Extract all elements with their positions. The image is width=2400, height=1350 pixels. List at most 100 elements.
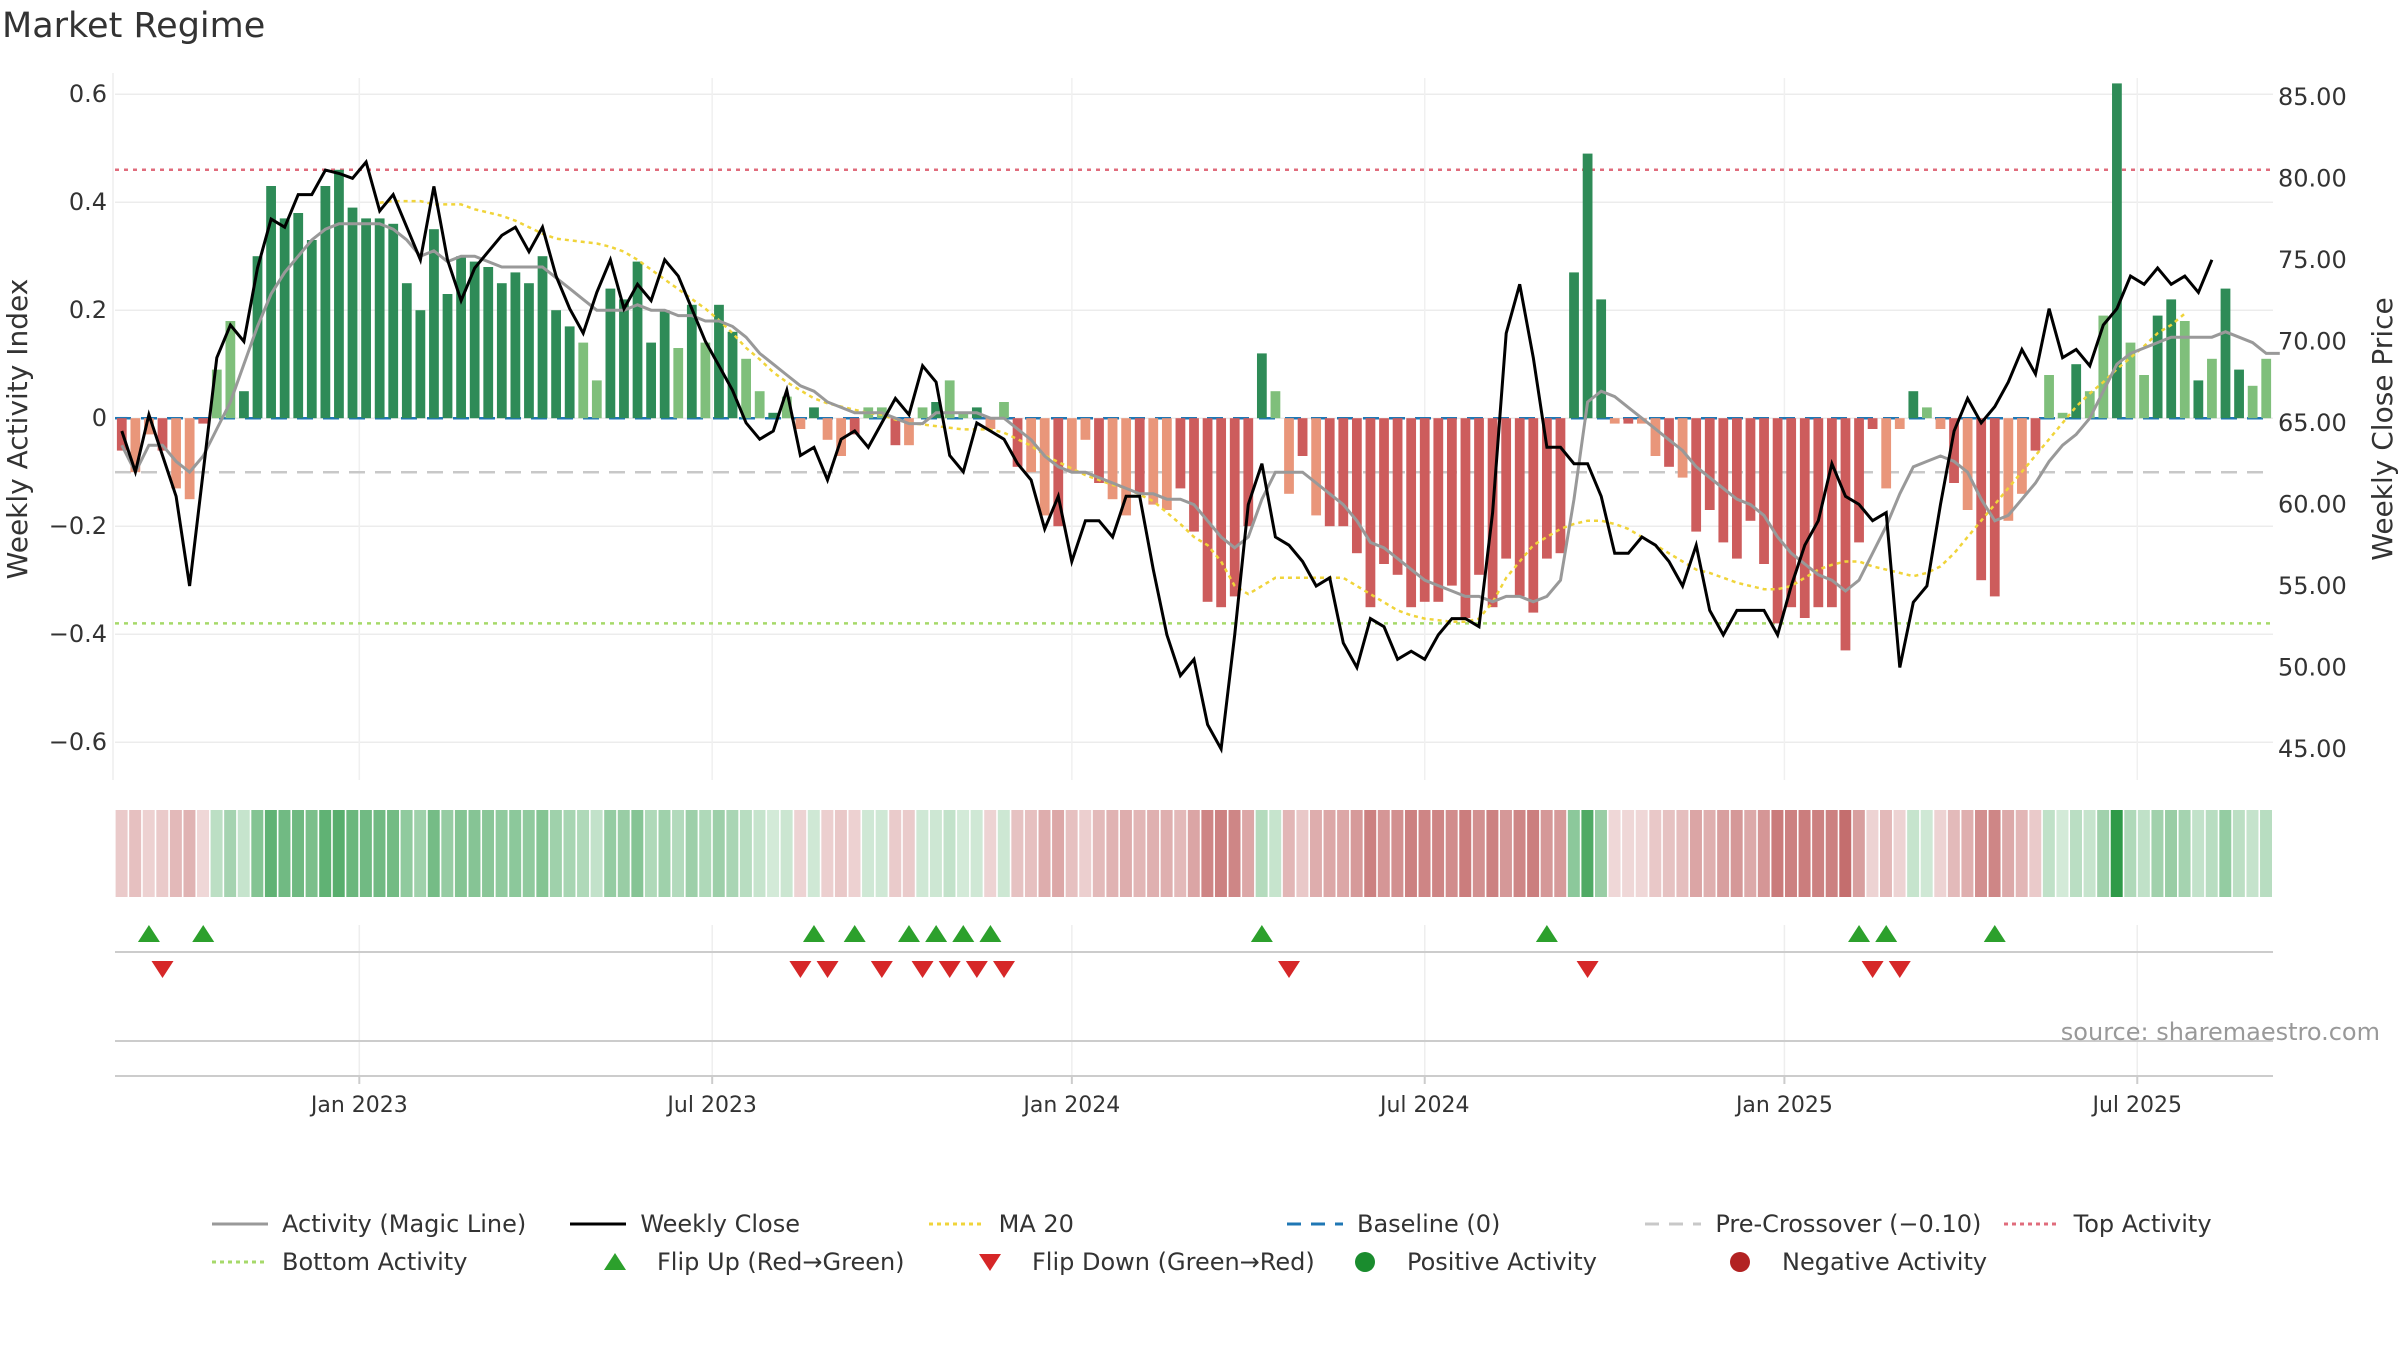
flip-up-marker xyxy=(137,925,160,942)
activity-bar xyxy=(1799,418,1810,618)
heat-cell xyxy=(2015,810,2028,897)
activity-bar xyxy=(700,342,711,419)
activity-bar xyxy=(1596,299,1607,419)
heat-cell xyxy=(2110,810,2123,897)
activity-bar xyxy=(1813,418,1824,608)
heat-cell xyxy=(1798,810,1811,897)
heat-cell xyxy=(237,810,250,897)
legend-label: Positive Activity xyxy=(1407,1248,1597,1276)
heat-cell xyxy=(1649,810,1662,897)
activity-bar xyxy=(1107,418,1118,500)
legend-item: Flip Up (Red→Green) xyxy=(585,1248,960,1276)
heat-cell xyxy=(1975,810,1987,897)
heat-cell xyxy=(1038,810,1051,897)
activity-bar xyxy=(184,418,195,500)
activity-bar xyxy=(646,342,656,419)
activity-bar xyxy=(510,272,521,419)
activity-bar xyxy=(836,418,847,456)
flip-up-marker xyxy=(843,925,866,942)
activity-bar xyxy=(198,418,209,424)
activity-bar xyxy=(1881,418,1892,489)
heat-cell xyxy=(1812,810,1825,897)
activity-bar xyxy=(931,402,942,419)
heat-cell xyxy=(604,810,617,897)
activity-bar xyxy=(388,223,399,419)
flip-up-marker xyxy=(1848,925,1871,942)
activity-bar xyxy=(741,358,751,419)
heat-cell xyxy=(1350,810,1363,897)
heat-cell xyxy=(672,810,685,897)
y-tick-label: 0 xyxy=(92,404,107,432)
activity-bar xyxy=(1569,272,1579,419)
heat-cell xyxy=(169,810,182,897)
heat-cell xyxy=(767,810,780,897)
ma20-line xyxy=(379,199,2186,624)
heat-cell xyxy=(2219,810,2232,897)
activity-bar xyxy=(279,218,290,419)
heat-cell xyxy=(1174,810,1187,897)
activity-bar xyxy=(1270,391,1281,419)
legend-item: Top Activity xyxy=(2002,1210,2360,1238)
activity-bar xyxy=(917,407,928,419)
heat-cell xyxy=(739,810,752,897)
heat-cell xyxy=(2151,810,2164,897)
legend-item: Bottom Activity xyxy=(210,1248,585,1276)
heat-cell xyxy=(1052,810,1065,897)
activity-bar xyxy=(1189,418,1199,532)
activity-bar xyxy=(985,418,996,429)
activity-bar xyxy=(2193,380,2204,419)
heat-cell xyxy=(2192,810,2205,897)
activity-bar xyxy=(2247,385,2258,419)
activity-bar xyxy=(1297,418,1308,456)
heat-cell xyxy=(387,810,400,897)
heat-cell xyxy=(454,810,467,897)
down-triangle-icon xyxy=(979,1254,1001,1271)
heat-cell xyxy=(617,810,630,897)
flip-down-marker xyxy=(965,961,988,978)
activity-bar xyxy=(2234,369,2244,419)
y-tick-label: −0.6 xyxy=(49,728,107,756)
flip-up-marker xyxy=(979,925,1002,942)
activity-bar xyxy=(1446,418,1457,586)
activity-bar xyxy=(1175,418,1186,489)
heat-cell xyxy=(1961,810,1974,897)
heat-cell xyxy=(1147,810,1160,897)
activity-bar xyxy=(1691,418,1702,532)
heat-cell xyxy=(1404,810,1417,897)
y-tick-label: 0.6 xyxy=(69,80,107,108)
activity-bar xyxy=(1216,418,1227,608)
heat-cell xyxy=(1106,810,1119,897)
legend-item: Baseline (0) xyxy=(1285,1210,1643,1238)
heat-cell xyxy=(780,810,793,897)
heat-cell xyxy=(1757,810,1770,897)
activity-bar xyxy=(239,391,249,419)
flip-down-marker xyxy=(1888,961,1911,978)
heat-cell xyxy=(1839,810,1852,897)
y2-tick-label: 50.00 xyxy=(2278,653,2347,681)
heat-cell xyxy=(332,810,345,897)
activity-bar xyxy=(1229,418,1240,597)
heat-cell xyxy=(1269,810,1282,897)
x-tick-label: Jan 2023 xyxy=(309,1093,408,1118)
heat-cell xyxy=(862,810,875,897)
activity-bar xyxy=(1379,418,1389,564)
legend-row-1: Activity (Magic Line) Weekly Close MA 20 Ba… xyxy=(210,1205,2360,1243)
heat-cell xyxy=(658,810,671,897)
activity-bar xyxy=(1908,391,1919,419)
activity-bar xyxy=(1474,418,1484,575)
activity-bar xyxy=(727,331,738,419)
legend-marker xyxy=(979,1254,1001,1271)
activity-bar xyxy=(347,207,358,419)
activity-bar xyxy=(1609,418,1620,424)
dotted-yellow-line-icon xyxy=(928,1222,985,1226)
activity-bar xyxy=(374,218,385,419)
heat-cell xyxy=(1635,810,1648,897)
activity-bar xyxy=(1677,418,1688,478)
flip-up-marker xyxy=(1535,925,1558,942)
heat-cell xyxy=(1676,810,1689,897)
activity-bar xyxy=(225,321,236,419)
heat-cell xyxy=(2124,810,2137,897)
heat-cell xyxy=(1513,810,1526,897)
heat-cell xyxy=(1771,810,1784,897)
flip-down-marker xyxy=(1576,961,1599,978)
